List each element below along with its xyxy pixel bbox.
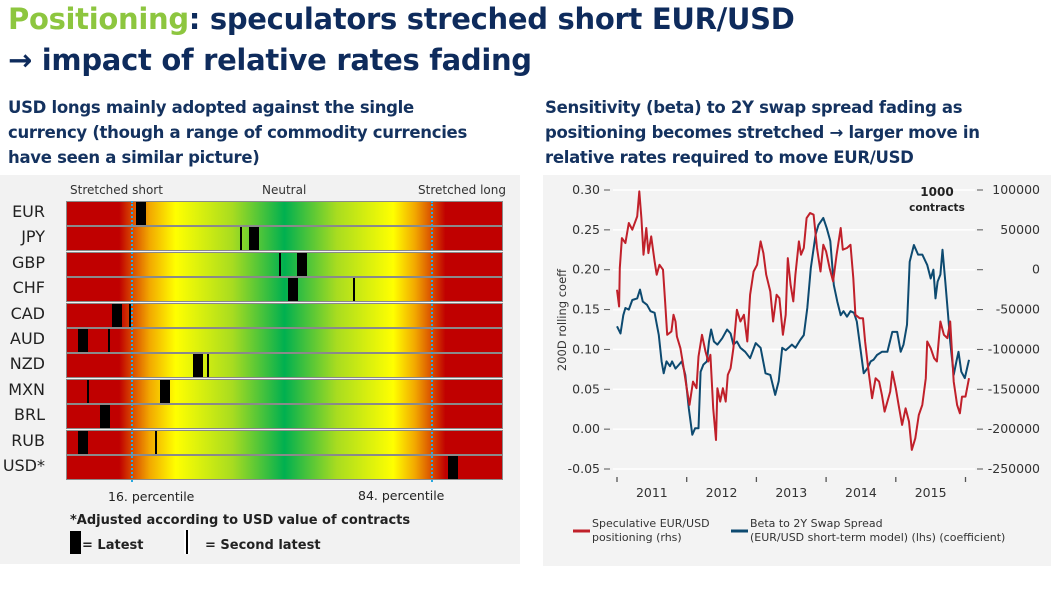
- heatmap-row-mxn: [66, 378, 503, 404]
- heatmap-row-nzd: [66, 353, 503, 379]
- x-tick-label: 2012: [706, 485, 738, 500]
- left-subtitle-line: USD longs mainly adopted against the sin…: [8, 98, 414, 117]
- latest-marker: [112, 303, 123, 327]
- y-tick-label: 0.10: [572, 341, 600, 356]
- beta-positioning-chart-panel: 0.30 100000 0.25 50000 0.20 0 0.15 -50000 0.10 -1…: [543, 175, 1051, 566]
- y-tick-label: 0.05: [572, 381, 600, 396]
- title-rest: : speculators streched short EUR/USD: [188, 2, 795, 36]
- scale-label-long: Stretched long: [418, 183, 506, 197]
- currency-label: BRL: [13, 405, 45, 425]
- y-tick-label: 0.00: [572, 421, 600, 436]
- series-line-beta: [616, 216, 970, 436]
- latest-marker: [447, 456, 458, 479]
- legend-label: Beta to 2Y Swap Spread: [750, 517, 883, 530]
- heatmap-row-brl: [66, 404, 503, 430]
- heatmap-row-usd: [66, 455, 503, 480]
- second-latest-marker: [86, 379, 89, 403]
- legend-latest-swatch: [70, 531, 81, 554]
- y-tick-label: 0.25: [572, 222, 600, 237]
- right-subtitle-line: relative rates required to move EUR/USD: [545, 148, 914, 167]
- page-title-line2: → impact of relative rates fading: [8, 43, 532, 77]
- adjustment-note: *Adjusted according to USD value of cont…: [70, 513, 411, 528]
- second-latest-marker: [108, 329, 111, 352]
- right-subtitle-line: positioning becomes stretched → larger m…: [545, 123, 980, 142]
- title-highlight: Positioning: [8, 2, 189, 36]
- second-latest-marker: [240, 227, 242, 251]
- y2-tick-label: 50000: [1000, 222, 1040, 237]
- currency-label: JPY: [21, 227, 45, 247]
- y-tick-label: 0.20: [572, 262, 600, 277]
- legend-second-swatch: [184, 530, 190, 554]
- page-title-line1: Positioning: speculators streched short …: [8, 2, 795, 36]
- left-subtitle-line: currency (though a range of commodity cu…: [8, 123, 467, 142]
- legend-latest-label: = Latest: [82, 538, 144, 553]
- x-tick-label: 2015: [915, 485, 947, 500]
- currency-label: EUR: [12, 202, 45, 221]
- legend-label: Speculative EUR/USD: [592, 517, 710, 530]
- right-subtitle-line: Sensitivity (beta) to 2Y swap spread fad…: [545, 98, 963, 117]
- legend-second-label: = Second latest: [205, 538, 321, 553]
- currency-label: CHF: [12, 278, 45, 298]
- heatmap-row-chf: [66, 277, 503, 303]
- legend-label: (EUR/USD short-term model) (lhs) (coeffi…: [750, 531, 1005, 544]
- latest-marker: [288, 278, 299, 302]
- y2-axis-label: contracts: [909, 202, 965, 214]
- currency-label: USD*: [2, 456, 45, 475]
- y2-tick-label: -200000: [988, 421, 1040, 436]
- percentile-label-16: 16. percentile: [108, 489, 195, 504]
- x-tick-label: 2013: [775, 485, 807, 500]
- right-subtitle: Sensitivity (beta) to 2Y swap spread fad…: [545, 95, 980, 170]
- heatmap-rows: EUR JPY GBP CHF CAD AUD NZD MXN BRL RUB USD*: [3, 201, 503, 482]
- second-latest-marker: [129, 303, 132, 327]
- y-tick-label: 0.30: [572, 182, 600, 197]
- currency-label: RUB: [11, 430, 45, 450]
- currency-label: NZD: [9, 354, 45, 374]
- legend-label: positioning (rhs): [592, 531, 682, 544]
- left-subtitle-line: have seen a similar picture): [8, 148, 260, 167]
- latest-marker: [192, 354, 203, 378]
- latest-marker: [99, 405, 110, 429]
- positioning-heatmap-panel: Stretched short Neutral Stretched long E…: [0, 175, 520, 564]
- heatmap-row-cad: [66, 302, 503, 328]
- latest-marker: [249, 227, 260, 251]
- heatmap-row-gbp: [66, 251, 503, 277]
- y2-tick-label: -50000: [996, 302, 1040, 317]
- y2-tick-label: 0: [1032, 262, 1040, 277]
- scale-label-short: Stretched short: [70, 183, 163, 197]
- latest-marker: [159, 379, 170, 403]
- latest-marker: [296, 252, 307, 276]
- y2-tick-label: -100000: [988, 341, 1040, 356]
- currency-label: AUD: [10, 329, 45, 348]
- heatmap-row-eur: [66, 201, 503, 226]
- y-tick-label: 0.15: [572, 302, 600, 317]
- second-latest-marker: [279, 252, 282, 276]
- x-tick-label: 2011: [636, 485, 668, 500]
- second-latest-marker: [353, 278, 356, 302]
- y2-axis-label: 1000: [920, 185, 953, 199]
- y-axis-label: 200D rolling coeff: [555, 268, 569, 371]
- currency-label: GBP: [11, 252, 45, 272]
- latest-marker: [78, 430, 89, 454]
- left-subtitle: USD longs mainly adopted against the sin…: [8, 95, 467, 170]
- second-latest-marker: [206, 354, 209, 378]
- percentile-line: [131, 201, 134, 482]
- percentile-label-84: 84. percentile: [358, 488, 445, 503]
- percentile-line: [431, 201, 434, 482]
- currency-label: CAD: [10, 303, 45, 323]
- y2-tick-label: -250000: [988, 461, 1040, 476]
- currency-label: MXN: [8, 379, 45, 399]
- y-tick-label: -0.05: [568, 461, 600, 476]
- y2-tick-label: 100000: [992, 182, 1040, 197]
- series-line-positioning: [616, 190, 970, 451]
- y2-tick-label: -150000: [988, 381, 1040, 396]
- second-latest-marker: [155, 430, 158, 454]
- heatmap-row-aud: [66, 328, 503, 353]
- x-tick-label: 2014: [845, 485, 877, 500]
- line-chart: 0.30 100000 0.25 50000 0.20 0 0.15 -50000 0.10 -1…: [555, 182, 1040, 544]
- latest-marker: [78, 329, 89, 352]
- latest-marker: [135, 202, 146, 225]
- heatmap-row-rub: [66, 429, 503, 455]
- heatmap-row-jpy: [66, 226, 503, 252]
- scale-label-neutral: Neutral: [262, 183, 307, 197]
